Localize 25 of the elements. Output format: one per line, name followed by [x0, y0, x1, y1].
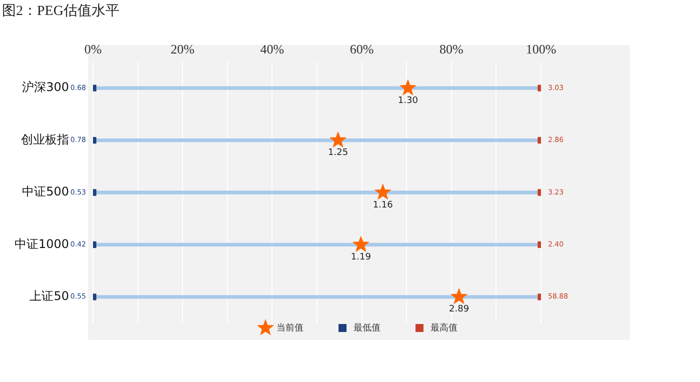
x-tick-label: 0% — [84, 42, 102, 57]
y-tick-label: 中证1000 — [14, 236, 69, 251]
y-tick-label: 创业板指 — [21, 132, 69, 146]
legend-label: 最低值 — [354, 322, 380, 334]
x-tick-label: 20% — [170, 42, 195, 57]
y-tick-label: 上证50 — [30, 289, 69, 304]
annotation: 1.30 — [398, 96, 418, 106]
legend-label: 当前值 — [276, 322, 304, 334]
annotation: 1.16 — [372, 200, 394, 210]
annotation: 1.19 — [350, 252, 372, 263]
x-tick-label: 60% — [350, 42, 374, 57]
point — [399, 79, 417, 96]
legend-label: 最高值 — [430, 322, 458, 334]
x-tick-label: 40% — [260, 42, 284, 57]
y-tick-label: 中证500 — [22, 184, 69, 199]
y-tick-label: 沪深300 — [22, 80, 69, 94]
x-tick-label: 80% — [439, 42, 464, 57]
point — [329, 131, 347, 148]
point — [450, 288, 468, 304]
annotation: 1.25 — [328, 148, 348, 158]
point — [374, 184, 392, 200]
annotation: 2.89 — [448, 304, 470, 315]
chart-title: 图2：PEG估值水平 — [2, 2, 120, 20]
point — [352, 236, 370, 252]
x-tick-label: 100% — [526, 42, 556, 57]
